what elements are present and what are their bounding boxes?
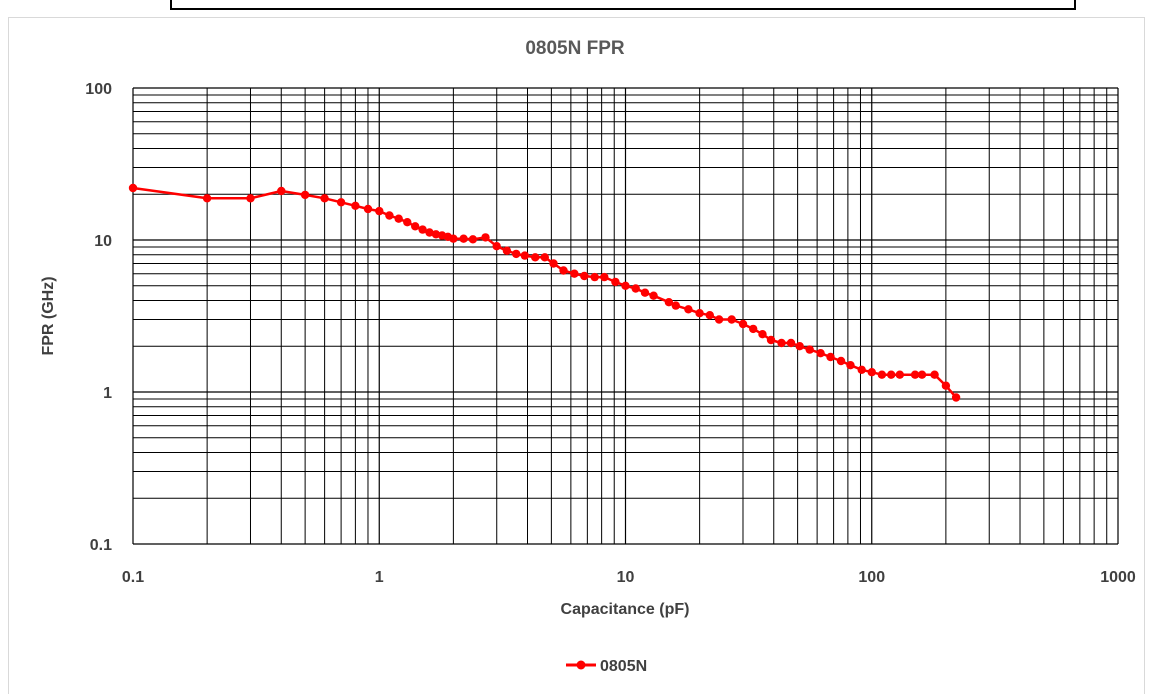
x-tick-label: 0.1 [122, 569, 144, 586]
data-point-0805N [895, 370, 904, 379]
data-point-0805N [320, 194, 329, 203]
data-point-0805N [805, 345, 814, 354]
y-tick-label: 100 [85, 81, 112, 98]
data-point-0805N [777, 338, 786, 348]
data-point-0805N [749, 324, 758, 334]
legend: 0805N [566, 658, 647, 675]
data-point-0805N [351, 201, 360, 210]
data-point-0805N [481, 233, 490, 242]
data-point-0805N [671, 301, 680, 310]
tick-labels: 0.1 1 10 100 1000 0.1 1 10 100 [85, 81, 1136, 586]
y-tick-label: 10 [94, 233, 112, 250]
data-point-0805N [786, 338, 796, 348]
data-point-0805N [846, 361, 855, 370]
data-point-0805N [336, 198, 346, 207]
data-point-0805N [418, 225, 427, 234]
data-point-0805N [664, 298, 674, 307]
x-axis-label: Capacitance (pF) [561, 601, 690, 618]
data-point-0805N [492, 242, 501, 251]
data-point-0805N [502, 246, 512, 255]
data-point-0805N [540, 253, 549, 262]
data-point-0805N [385, 211, 394, 220]
data-point-0805N [695, 309, 704, 318]
data-point-0805N [758, 330, 767, 339]
data-point-0805N [877, 370, 887, 379]
data-point-0805N [705, 311, 714, 320]
data-point-0805N [559, 266, 568, 275]
data-point-0805N [714, 315, 724, 324]
data-point-0805N [611, 277, 620, 287]
data-point-0805N [403, 218, 412, 227]
series-layer [128, 183, 961, 402]
data-point-0805N [425, 228, 434, 237]
x-tick-label: 1000 [1100, 569, 1136, 586]
data-point-0805N [246, 194, 255, 203]
data-point-0805N [836, 356, 846, 366]
data-point-0805N [570, 269, 579, 278]
data-point-0805N [277, 186, 286, 196]
y-tick-label: 0.1 [90, 537, 112, 554]
data-point-0805N [640, 288, 650, 297]
x-tick-label: 1 [375, 569, 384, 586]
data-point-0805N [580, 271, 589, 281]
data-point-0805N [375, 206, 384, 216]
data-point-0805N [857, 365, 866, 374]
x-tick-label: 10 [617, 569, 635, 586]
data-point-0805N [300, 190, 310, 200]
legend-marker-0805N [576, 660, 586, 670]
grid [132, 87, 1119, 545]
data-point-0805N [600, 272, 609, 282]
data-point-0805N [941, 381, 951, 390]
chart-area [8, 17, 1145, 694]
data-point-0805N [531, 253, 540, 262]
data-point-0805N [684, 305, 693, 314]
legend-label-0805N: 0805N [600, 658, 647, 675]
series-line-0805N [132, 186, 958, 399]
data-point-0805N [549, 259, 558, 268]
data-point-0805N [917, 370, 927, 379]
y-tick-label: 1 [103, 385, 112, 402]
data-point-0805N [727, 315, 736, 324]
data-point-0805N [766, 335, 776, 345]
data-point-0805N [795, 342, 804, 351]
data-point-0805N [512, 249, 521, 259]
data-point-0805N [867, 368, 876, 377]
data-point-0805N [590, 272, 599, 282]
data-point-0805N [449, 234, 458, 243]
data-point-0805N [930, 370, 939, 379]
data-point-0805N [738, 319, 748, 329]
x-tick-label: 100 [858, 569, 885, 586]
data-point-0805N [520, 251, 529, 260]
data-point-0805N [411, 222, 420, 231]
y-axis-label: FPR (GHz) [40, 276, 57, 355]
data-point-0805N [468, 235, 478, 244]
data-point-0805N [202, 194, 212, 203]
data-point-0805N [394, 214, 403, 223]
data-point-0805N [459, 234, 468, 243]
chart-title: 0805N FPR [525, 38, 625, 59]
data-point-0805N [631, 284, 640, 293]
data-point-0805N [887, 370, 896, 379]
data-point-0805N [621, 281, 630, 290]
data-point-0805N [910, 370, 920, 379]
data-point-0805N [816, 349, 825, 358]
data-point-0805N [649, 291, 658, 300]
data-point-0805N [363, 204, 373, 214]
data-point-0805N [128, 183, 138, 193]
data-point-0805N [951, 393, 961, 402]
top-textbox-outline [170, 0, 1076, 10]
data-point-0805N [826, 352, 835, 362]
